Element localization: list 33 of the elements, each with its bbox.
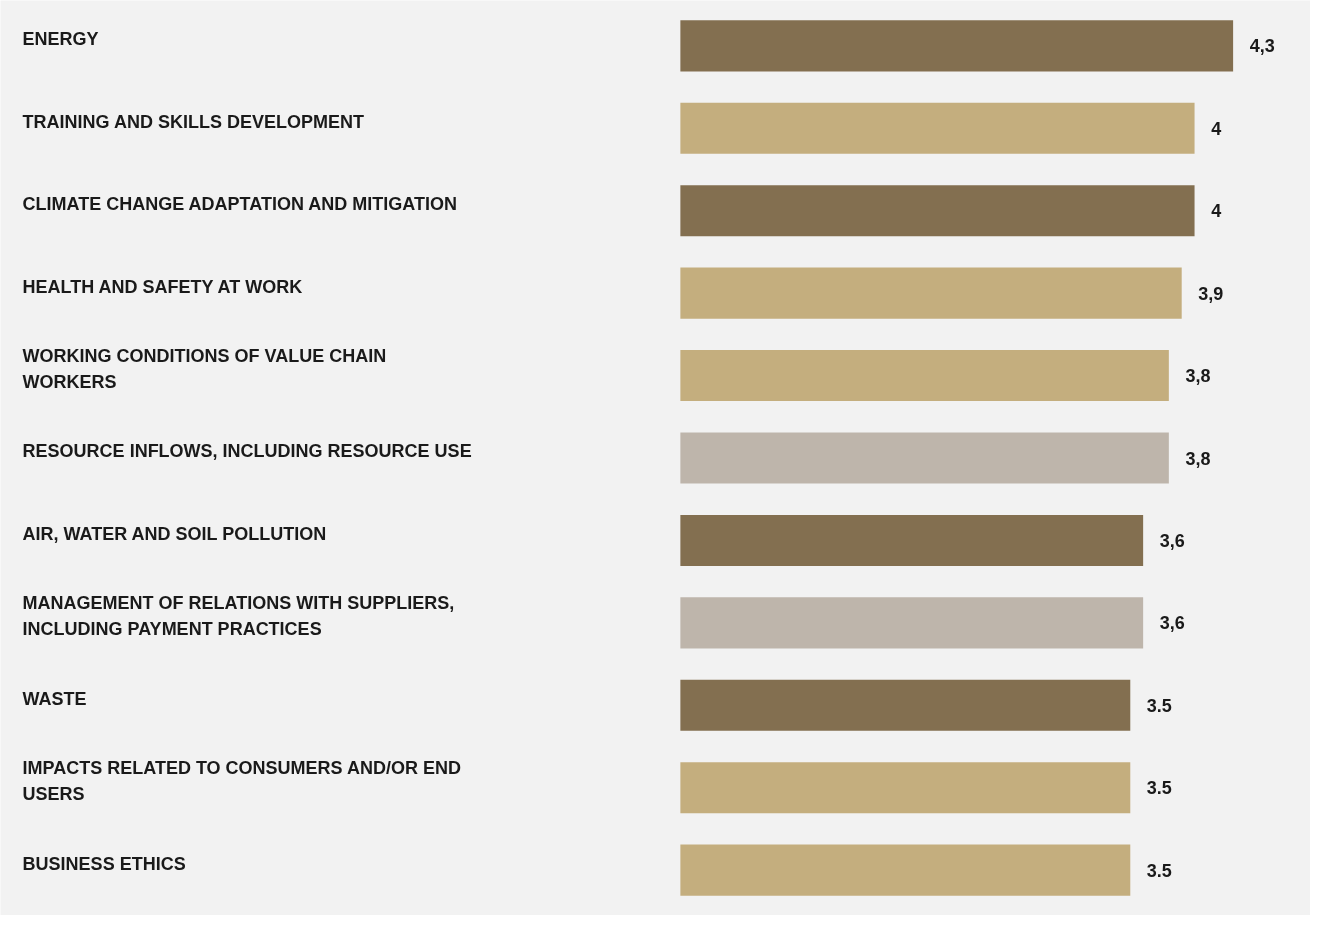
- bar: [680, 267, 1182, 319]
- data-label: 3,6: [1159, 613, 1185, 634]
- y-tick-label: WASTE: [22, 688, 87, 709]
- y-tick-label: CLIMATE CHANGE ADAPTATION AND MITIGATION: [22, 194, 457, 215]
- y-tick-label: RESOURCE INFLOWS, INCLUDING RESOURCE USE: [22, 441, 472, 462]
- data-label: 4: [1211, 118, 1222, 139]
- bar: [680, 102, 1195, 154]
- data-label: 3,8: [1185, 366, 1211, 387]
- data-label: 4: [1211, 201, 1222, 222]
- data-label: 3.5: [1146, 860, 1172, 881]
- data-label: 4,3: [1249, 36, 1275, 57]
- y-tick-label: AIR, WATER AND SOIL POLLUTION: [22, 523, 327, 544]
- y-tick-label: MANAGEMENT OF RELATIONS WITH SUPPLIERS, INCLUDING PAYMENT PRACTICES: [22, 593, 455, 640]
- y-tick-label: WORKING CONDITIONS OF VALUE CHAIN WORKERS: [22, 345, 387, 392]
- y-tick-label: ENERGY: [22, 29, 99, 50]
- y-tick-label: TRAINING AND SKILLS DEVELOPMENT: [22, 111, 364, 132]
- data-label: 3,9: [1198, 283, 1224, 304]
- bar: [680, 844, 1131, 896]
- bar: [680, 20, 1234, 72]
- bar: [680, 762, 1131, 814]
- bar: [680, 432, 1169, 484]
- bar: [680, 350, 1169, 402]
- data-label: 3.5: [1146, 695, 1172, 716]
- bar: [680, 514, 1144, 566]
- data-label: 3,6: [1159, 530, 1185, 551]
- bar: [680, 185, 1195, 237]
- bar: [680, 679, 1131, 731]
- y-tick-label: IMPACTS RELATED TO CONSUMERS AND/OR END USERS: [22, 758, 461, 805]
- y-tick-label: BUSINESS ETHICS: [22, 853, 186, 874]
- data-label: 3,8: [1185, 448, 1211, 469]
- y-tick-label: HEALTH AND SAFETY AT WORK: [22, 276, 303, 297]
- bar: [680, 597, 1144, 649]
- data-label: 3.5: [1146, 778, 1172, 799]
